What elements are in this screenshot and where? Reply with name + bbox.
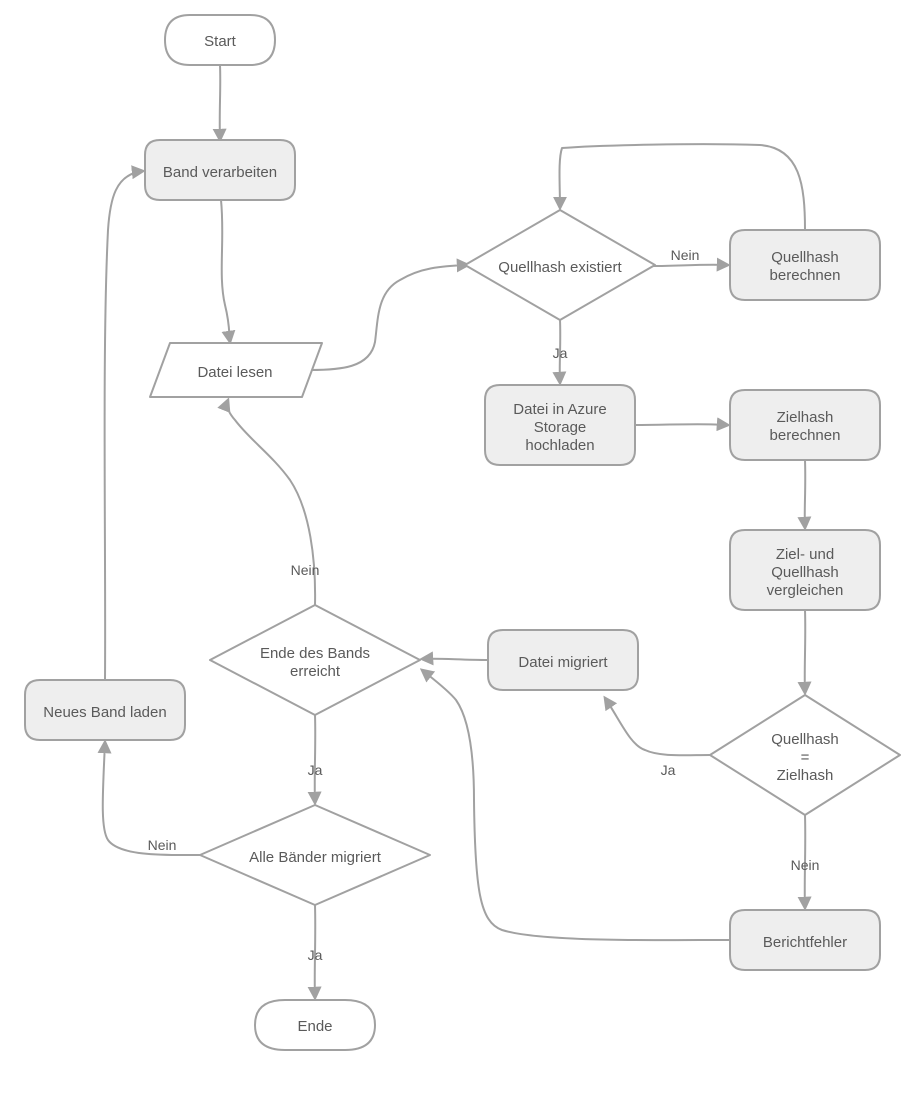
svg-text:Quellhash: Quellhash: [771, 564, 839, 581]
svg-text:Datei migriert: Datei migriert: [518, 654, 608, 671]
svg-text:berechnen: berechnen: [770, 427, 841, 444]
node-upload: Datei in Azure Storage hochladen: [485, 385, 635, 465]
svg-text:Datei lesen: Datei lesen: [197, 364, 272, 381]
svg-text:Berichtfehler: Berichtfehler: [763, 934, 847, 951]
svg-text:hochladen: hochladen: [525, 437, 594, 454]
svg-text:Alle Bänder migriert: Alle Bänder migriert: [249, 849, 382, 866]
svg-text:Band verarbeiten: Band verarbeiten: [163, 164, 277, 181]
node-process-band: Band verarbeiten: [145, 140, 295, 200]
svg-text:Zielhash: Zielhash: [777, 767, 834, 784]
label-equal-yes: Ja: [661, 762, 676, 778]
edge-process-read: [221, 200, 230, 342]
label-equal-no: Nein: [791, 857, 820, 873]
edge-compare-equal: [805, 610, 806, 693]
node-end-of-band: Ende des Bands erreicht: [210, 605, 420, 715]
svg-text:Quellhash: Quellhash: [771, 731, 839, 748]
svg-text:Ende: Ende: [297, 1018, 332, 1035]
svg-text:Storage: Storage: [534, 419, 587, 436]
label-allmig-no: Nein: [148, 837, 177, 853]
edge-migrated-endband: [422, 659, 488, 660]
nodes: Start Band verarbeiten Datei lesen Quell…: [25, 15, 900, 1050]
svg-text:Quellhash existiert: Quellhash existiert: [498, 259, 622, 276]
node-src-hash-exists: Quellhash existiert: [465, 210, 655, 320]
node-compare-hash: Ziel- und Quellhash vergleichen: [730, 530, 880, 610]
svg-text:Ziel- und: Ziel- und: [776, 546, 834, 563]
edge-upload-tgthash: [635, 424, 728, 425]
svg-text:berechnen: berechnen: [770, 267, 841, 284]
label-srchash-yes: Ja: [553, 345, 568, 361]
node-end: Ende: [255, 1000, 375, 1050]
label-srchash-no: Nein: [671, 247, 700, 263]
svg-text:Ende des Bands: Ende des Bands: [260, 645, 370, 662]
edge-read-srchash: [310, 265, 468, 370]
label-allmig-yes: Ja: [308, 947, 323, 963]
edge-start-process: [220, 65, 221, 140]
label-endband-no: Nein: [291, 562, 320, 578]
node-calc-src-hash: Quellhash berechnen: [730, 230, 880, 300]
svg-text:=: =: [801, 749, 810, 766]
node-hash-equal: Quellhash = Zielhash: [710, 695, 900, 815]
flowchart-canvas: Nein Ja Ja Nein Nein Ja Nein Ja: [0, 0, 913, 1094]
edge-loadnew-process: [105, 171, 143, 680]
svg-text:Zielhash: Zielhash: [777, 409, 834, 426]
edge-error-endband: [422, 670, 730, 940]
svg-text:Datei in Azure: Datei in Azure: [513, 401, 606, 418]
node-start: Start: [165, 15, 275, 65]
edge-tgthash-compare: [805, 460, 806, 528]
node-calc-tgt-hash: Zielhash berechnen: [730, 390, 880, 460]
edge-calchash-loop: [560, 144, 806, 230]
svg-text:Start: Start: [204, 33, 237, 50]
node-file-migrated: Datei migriert: [488, 630, 638, 690]
svg-text:erreicht: erreicht: [290, 663, 341, 680]
node-report-error: Berichtfehler: [730, 910, 880, 970]
label-endband-yes: Ja: [308, 762, 323, 778]
node-read-file: Datei lesen: [150, 343, 322, 397]
edge-srchash-no: [652, 265, 728, 266]
edge-equal-yes: [605, 698, 710, 755]
edge-endband-yes: [315, 715, 316, 803]
svg-text:vergleichen: vergleichen: [767, 582, 844, 599]
node-all-migrated: Alle Bänder migriert: [200, 805, 430, 905]
svg-text:Neues Band laden: Neues Band laden: [43, 704, 166, 721]
svg-text:Quellhash: Quellhash: [771, 249, 839, 266]
node-load-new: Neues Band laden: [25, 680, 185, 740]
